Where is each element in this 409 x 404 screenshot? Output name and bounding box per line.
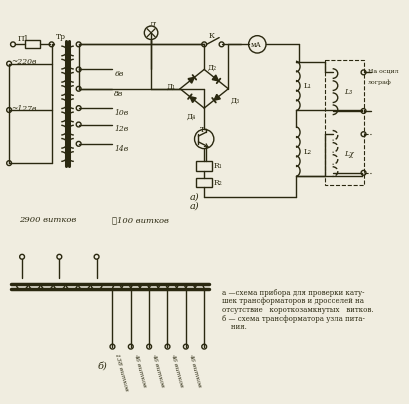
Text: Д₃: Д₃ — [230, 97, 239, 105]
Polygon shape — [212, 75, 218, 81]
Text: а): а) — [190, 192, 199, 201]
Text: б — схема трансформатора узла пита-: б — схема трансформатора узла пита- — [222, 315, 364, 323]
Text: ния.: ния. — [222, 324, 247, 331]
Text: лограф: лограф — [369, 79, 392, 85]
Text: 2900 витков: 2900 витков — [19, 216, 76, 224]
Text: 46 витков: 46 витков — [188, 354, 202, 388]
Text: 6в: 6в — [115, 70, 124, 78]
Text: 12в: 12в — [115, 126, 129, 133]
Bar — [196, 161, 212, 171]
Text: К: К — [209, 32, 215, 40]
Text: 46 витков: 46 витков — [151, 354, 165, 388]
Text: 138 витков: 138 витков — [114, 354, 129, 392]
Text: Т: Т — [200, 126, 205, 135]
Text: отсутствие   короткозамкнутых   витков.: отсутствие короткозамкнутых витков. — [222, 306, 373, 314]
Circle shape — [144, 26, 158, 40]
Text: Д₁: Д₁ — [166, 83, 175, 91]
Text: Д₄: Д₄ — [187, 113, 196, 121]
Bar — [196, 178, 212, 187]
Text: б): б) — [98, 361, 108, 370]
Text: L₁: L₁ — [303, 82, 312, 90]
Text: R₂: R₂ — [214, 179, 222, 187]
Bar — [25, 40, 40, 48]
Text: ℘100 витков: ℘100 витков — [112, 216, 169, 224]
Circle shape — [195, 129, 214, 149]
Circle shape — [249, 36, 266, 53]
Text: ~220в: ~220в — [11, 58, 36, 66]
Text: 46 витков: 46 витков — [133, 354, 147, 388]
Text: L₂: L₂ — [303, 148, 312, 156]
Polygon shape — [214, 95, 220, 100]
Text: 14в: 14в — [115, 145, 129, 153]
Text: П1: П1 — [18, 35, 29, 43]
Text: а): а) — [190, 202, 199, 211]
Text: мА: мА — [251, 42, 261, 49]
Text: На осцил: На осцил — [369, 69, 399, 74]
Text: Тр: Тр — [56, 33, 66, 41]
Text: 8в: 8в — [115, 90, 124, 98]
Text: a —схема прибора для проверки кату-: a —схема прибора для проверки кату- — [222, 289, 364, 297]
Text: 46 витков: 46 витков — [170, 354, 184, 388]
Text: Л: Л — [148, 21, 155, 29]
Text: шек трансформаторов и дросселей на: шек трансформаторов и дросселей на — [222, 297, 364, 305]
Text: ~127в: ~127в — [11, 105, 36, 113]
Text: L₃: L₃ — [344, 88, 352, 96]
Polygon shape — [190, 97, 196, 103]
Text: 10в: 10в — [115, 109, 129, 117]
Text: R₁: R₁ — [214, 162, 222, 170]
Text: Д₂: Д₂ — [208, 64, 217, 72]
Text: Lχ: Lχ — [344, 149, 354, 158]
Bar — [325, 60, 364, 185]
Polygon shape — [188, 77, 194, 83]
